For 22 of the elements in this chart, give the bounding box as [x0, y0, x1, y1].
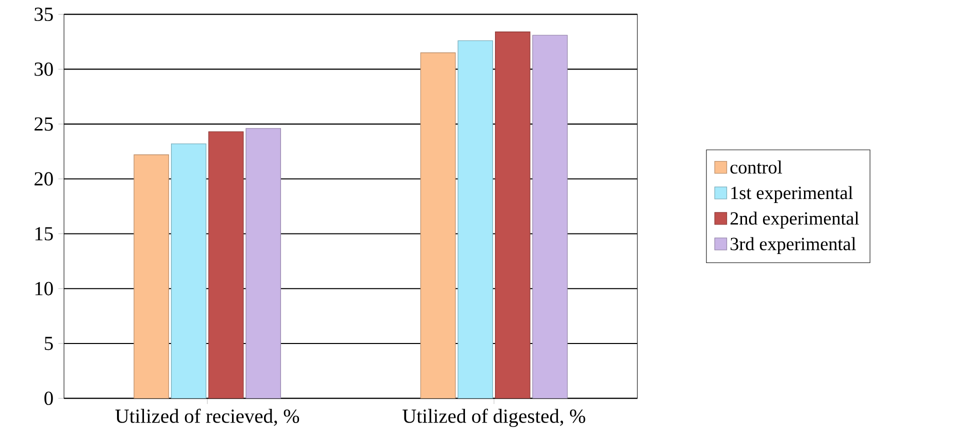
bar	[171, 143, 206, 398]
y-tick-label: 15	[35, 227, 53, 240]
bar	[532, 34, 568, 398]
bar	[246, 128, 281, 398]
y-tick-label: 20	[34, 172, 53, 186]
y-tick-label: 0	[44, 392, 53, 406]
y-tick-label: 35	[34, 8, 53, 22]
y-tick-label: 5	[44, 336, 53, 350]
y-tick-label: 30	[34, 62, 53, 76]
legend-label: control	[730, 160, 782, 174]
y-tick-label: 10	[35, 282, 53, 296]
bar	[134, 154, 170, 398]
legend-label: 3rd experimental	[730, 237, 856, 254]
bar	[420, 52, 456, 398]
bar	[495, 32, 530, 398]
bar	[208, 131, 244, 398]
x-tick-label: Utilized of recieved, %	[115, 408, 300, 426]
legend-label: 1st experimental	[731, 186, 853, 203]
x-tick-label: Utilized of digested, %	[402, 408, 586, 428]
legend-label: 2nd experimental	[730, 212, 859, 229]
bar	[458, 40, 494, 398]
y-tick-label: 25	[34, 117, 53, 131]
